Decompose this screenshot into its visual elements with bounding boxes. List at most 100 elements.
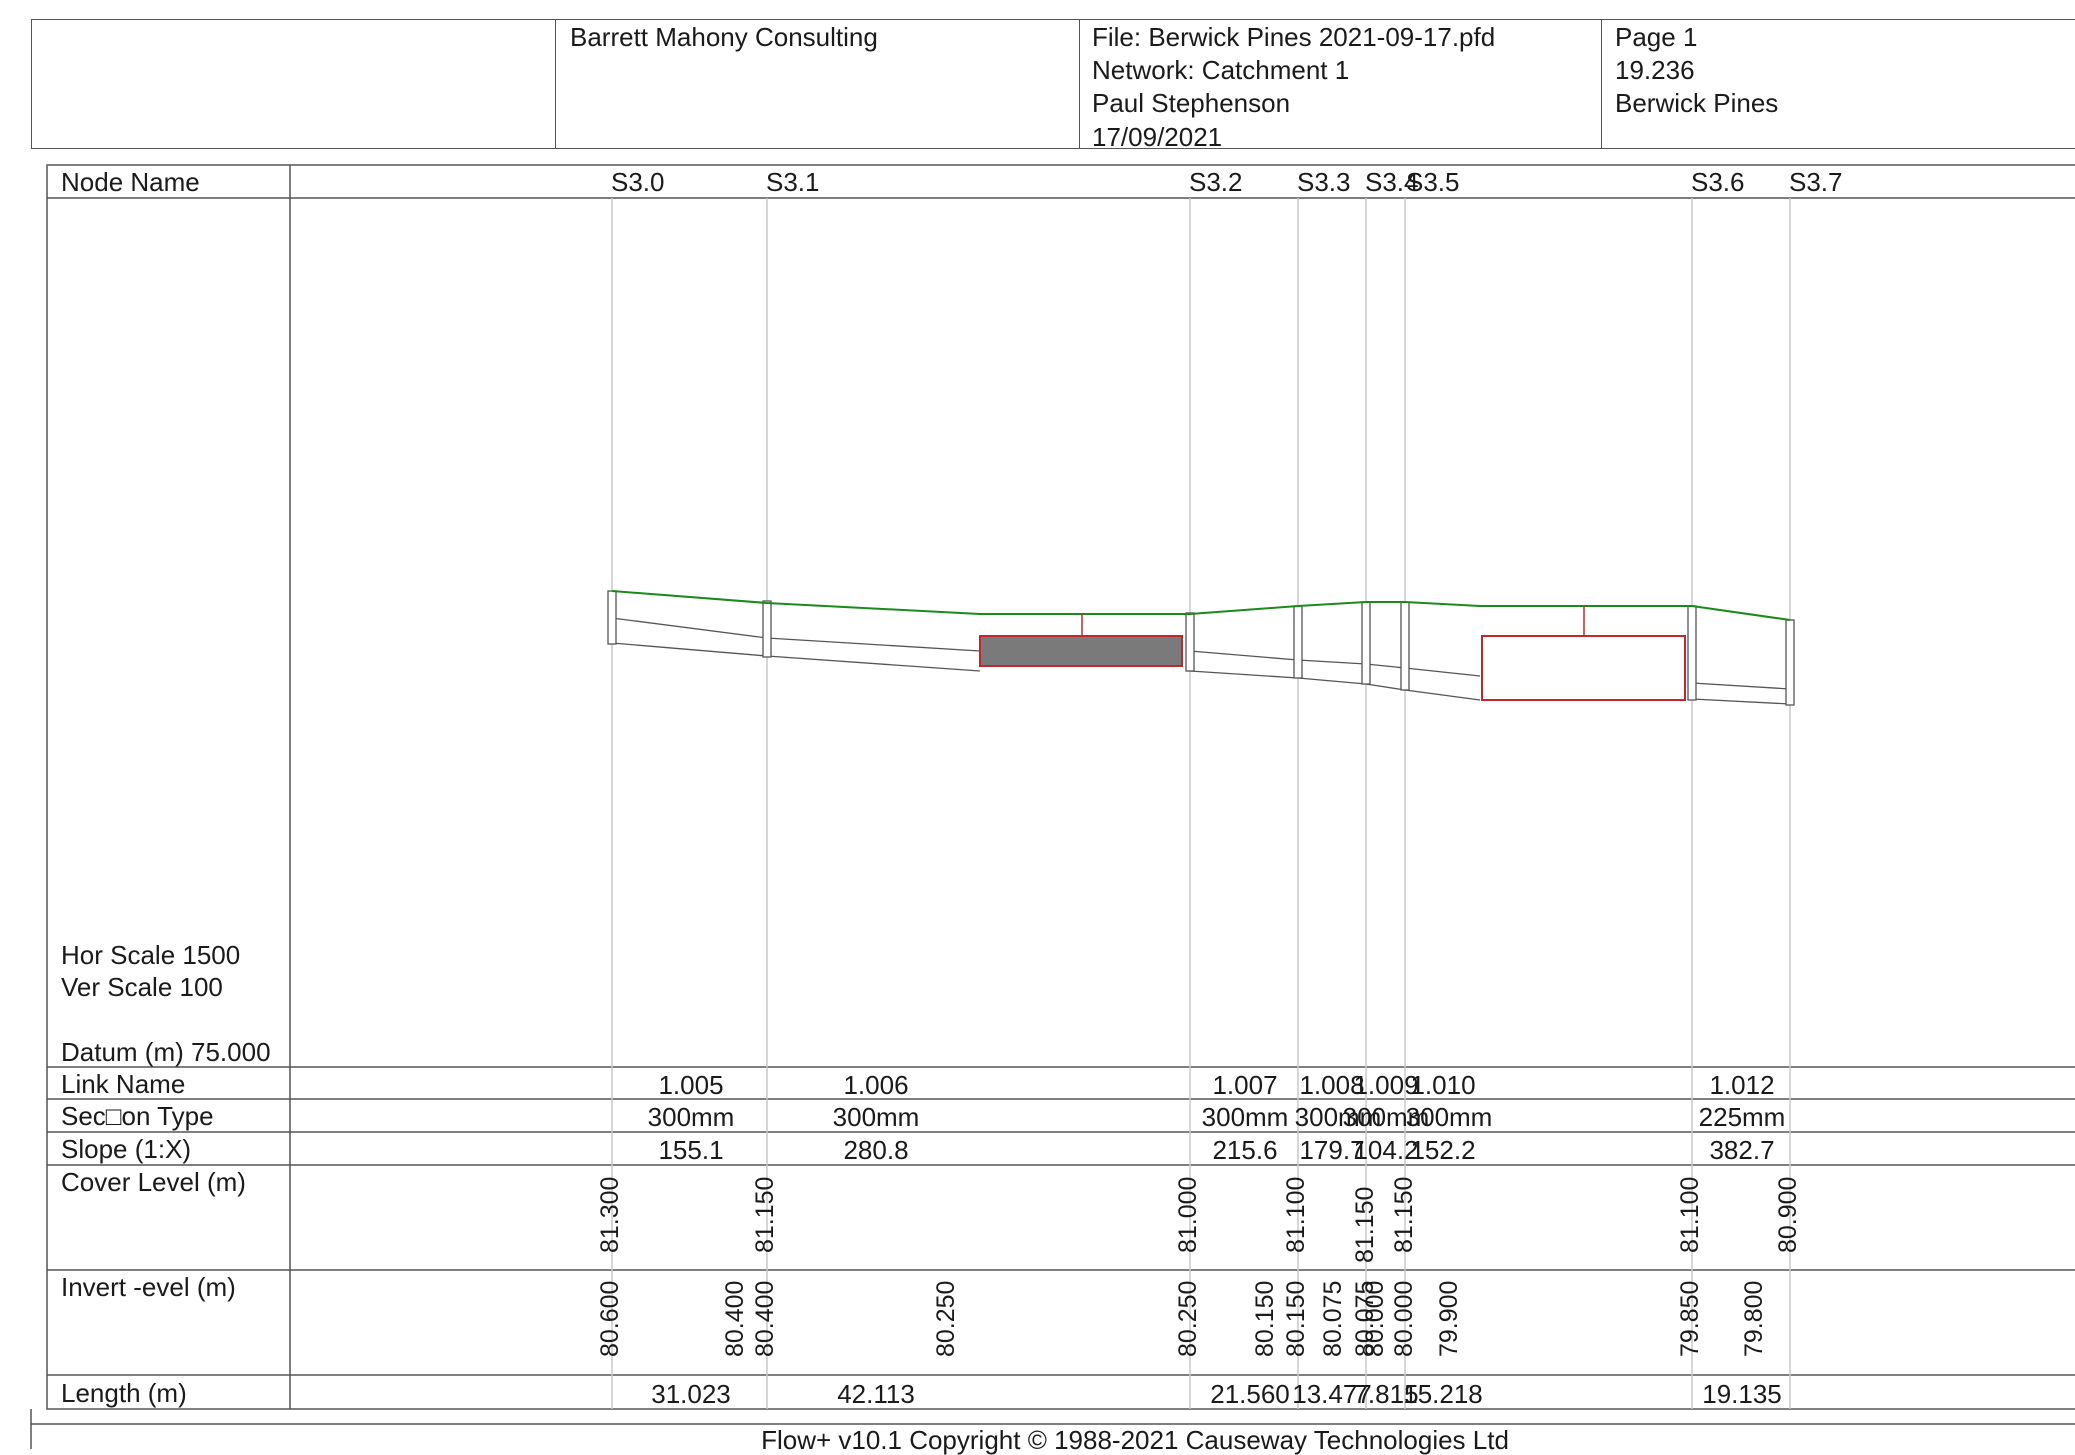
invert-level: 80.600 <box>596 1280 624 1357</box>
invert-level: 79.850 <box>1676 1280 1704 1357</box>
network-name: Network: Catchment 1 <box>1092 55 1350 85</box>
cover-level: 81.100 <box>1282 1176 1310 1253</box>
manhole <box>1361 601 1371 685</box>
invert-level: 80.250 <box>1174 1280 1202 1357</box>
manhole <box>1785 619 1795 706</box>
cover-level: 81.100 <box>1676 1176 1704 1253</box>
node-name: S3.7 <box>1789 167 1843 197</box>
slope-value: 179.7 <box>1299 1135 1365 1165</box>
row-label-cover-level: Cover Level (m) <box>61 1167 246 1197</box>
slope-value: 104.2 <box>1353 1135 1419 1165</box>
job-number: 19.236 <box>1615 55 1695 85</box>
header-box <box>31 19 2075 149</box>
link-name: 1.006 <box>843 1070 909 1100</box>
invert-level: 79.800 <box>1740 1280 1768 1357</box>
link-length: 13.477 <box>1292 1379 1372 1409</box>
pipe-profile <box>611 617 1791 705</box>
hor-scale-label: Hor Scale 1500 <box>61 940 241 970</box>
company-name: Barrett Mahony Consulting <box>570 22 878 52</box>
cover-level: 81.300 <box>596 1176 624 1253</box>
project-name: Berwick Pines <box>1615 88 1779 118</box>
cover-level: 81.150 <box>1351 1186 1379 1263</box>
cover-level: 81.150 <box>1390 1176 1418 1253</box>
manhole <box>607 590 617 645</box>
link-length: 15.218 <box>1403 1379 1483 1409</box>
invert-level: 80.000 <box>1361 1280 1389 1357</box>
invert-level: 80.400 <box>751 1280 779 1357</box>
link-length: 42.113 <box>837 1379 915 1409</box>
section-type: 225mm <box>1698 1102 1786 1132</box>
link-length: 21.560 <box>1210 1379 1290 1409</box>
cover-level: 81.150 <box>751 1176 779 1253</box>
invert-level: 80.150 <box>1282 1280 1310 1357</box>
ground-line <box>611 590 1791 621</box>
row-label-invert-level: Invert ‐evel (m) <box>61 1272 236 1302</box>
manholes <box>607 590 1795 706</box>
storage-tank-filled <box>979 635 1183 667</box>
link-name: 1.012 <box>1709 1070 1775 1100</box>
link-name: 1.005 <box>658 1070 724 1100</box>
node-name: S3.4 <box>1365 167 1419 197</box>
pipe-crown-line <box>611 617 981 652</box>
slope-value: 215.6 <box>1212 1135 1278 1165</box>
invert-level: 80.250 <box>932 1280 960 1357</box>
section-type: 300mm <box>832 1102 920 1132</box>
slope-value: 280.8 <box>843 1135 909 1165</box>
node-name: S3.1 <box>766 167 820 197</box>
manhole <box>762 600 772 658</box>
author-name: Paul Stephenson <box>1092 88 1291 118</box>
manhole <box>1185 612 1195 672</box>
file-name: File: Berwick Pines 2021-09-17.pfd <box>1092 22 1496 52</box>
invert-level: 80.000 <box>1390 1280 1418 1357</box>
link-name: 1.009 <box>1353 1070 1419 1100</box>
pipe-crown-line <box>1189 650 1481 677</box>
manhole <box>1687 605 1697 701</box>
section-type: 300mm <box>1342 1102 1430 1132</box>
pipe-crown-line <box>1691 682 1791 690</box>
datum-label: Datum (m) 75.000 <box>61 1037 271 1067</box>
link-length: 19.135 <box>1702 1379 1782 1409</box>
table-frame <box>46 164 2075 1410</box>
link-length: 31.023 <box>651 1379 731 1409</box>
link-name: 1.010 <box>1410 1070 1476 1100</box>
invert-level: 80.150 <box>1251 1280 1279 1357</box>
section-type: 300mm <box>1294 1102 1382 1132</box>
link-length: 7.815 <box>1353 1379 1419 1409</box>
row-label-length: Length (m) <box>61 1378 187 1408</box>
invert-level: 80.400 <box>721 1280 749 1357</box>
node-name: S3.6 <box>1691 167 1745 197</box>
section-type: 300mm <box>1201 1102 1289 1132</box>
node-name: S3.2 <box>1189 167 1243 197</box>
slope-value: 152.2 <box>1410 1135 1476 1165</box>
header-divider <box>555 19 556 149</box>
report-date: 17/09/2021 <box>1092 122 1223 152</box>
slope-value: 382.7 <box>1709 1135 1775 1165</box>
page-number: Page 1 <box>1615 22 1698 52</box>
link-name: 1.008 <box>1299 1070 1365 1100</box>
pipe-invert-line <box>1691 698 1791 705</box>
cover-level: 80.900 <box>1774 1176 1802 1253</box>
pipe-invert-line <box>1189 670 1481 701</box>
header-divider <box>1601 19 1602 149</box>
node-grid-lines <box>611 198 1791 1409</box>
row-label-link-name: Link Name <box>61 1069 186 1099</box>
row-label-slope: Slope (1:X) <box>61 1134 192 1164</box>
row-label-node-name: Node Name <box>61 167 200 197</box>
section-type: 300mm <box>647 1102 735 1132</box>
invert-level: 80.075 <box>1319 1280 1347 1357</box>
section-type: 300mm <box>1405 1102 1493 1132</box>
node-name: S3.0 <box>611 167 665 197</box>
storage-tank <box>1481 635 1686 701</box>
invert-level: 79.900 <box>1435 1280 1463 1357</box>
ver-scale-label: Ver Scale 100 <box>61 972 223 1002</box>
node-name: S3.3 <box>1297 167 1351 197</box>
link-name: 1.007 <box>1212 1070 1278 1100</box>
node-name: S3.5 <box>1406 167 1460 197</box>
slope-value: 155.1 <box>658 1135 724 1165</box>
cover-level: 81.000 <box>1174 1176 1202 1253</box>
row-label-section-type: Sec□on Type <box>61 1101 214 1131</box>
header-divider <box>1079 19 1080 149</box>
manhole <box>1400 601 1410 691</box>
manhole <box>1293 605 1303 679</box>
